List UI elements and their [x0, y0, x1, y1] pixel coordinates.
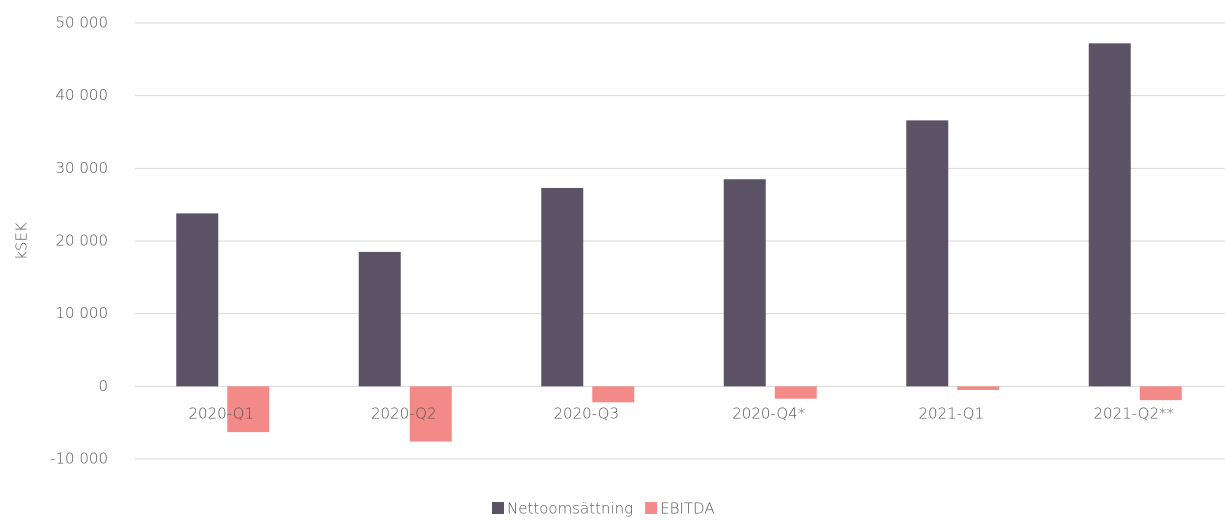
bar: [957, 386, 1000, 390]
x-tick-label: 2020-Q1: [189, 405, 255, 423]
bar: [592, 386, 635, 403]
bar: [1139, 386, 1182, 401]
legend-swatch: [492, 502, 504, 514]
bar: [541, 187, 584, 387]
bar: [358, 251, 401, 387]
bar: [409, 386, 452, 442]
bar: [723, 179, 766, 387]
y-tick-label: 10 000: [56, 304, 109, 322]
bar: [906, 120, 949, 387]
y-tick-label: 30 000: [56, 159, 109, 177]
bar: [176, 213, 219, 387]
x-tick-label: 2020-Q3: [554, 405, 620, 423]
bar: [774, 386, 817, 399]
legend-swatch: [645, 502, 658, 514]
y-axis-label: kSEK: [13, 222, 31, 260]
y-tick-label: 40 000: [56, 86, 109, 104]
legend-label: EBITDA: [660, 500, 714, 518]
y-tick-label: -10 000: [50, 450, 108, 468]
y-tick-label: 50 000: [56, 14, 109, 32]
x-tick-label: 2020-Q2: [371, 405, 437, 423]
x-tick-label: 2020-Q4*: [732, 405, 805, 423]
x-tick-label: 2021-Q1: [919, 405, 985, 423]
legend-label: Nettoomsättning: [507, 500, 633, 518]
x-tick-label: 2021-Q2**: [1094, 405, 1175, 423]
y-tick-label: 0: [98, 377, 108, 395]
bar: [1088, 43, 1131, 387]
y-tick-label: 20 000: [56, 232, 109, 250]
bar: [227, 386, 270, 433]
